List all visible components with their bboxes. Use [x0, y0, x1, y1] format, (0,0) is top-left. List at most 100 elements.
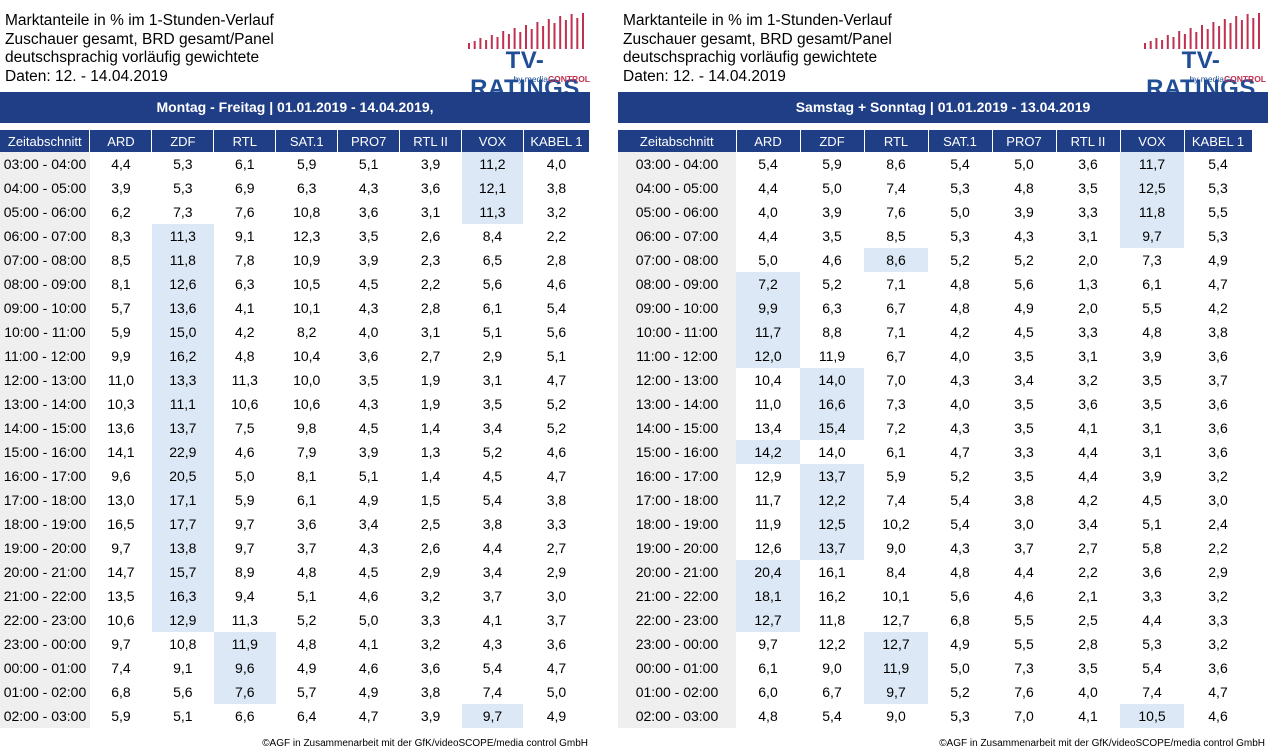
share-cell: 11,0: [754, 396, 782, 412]
share-cell: 4,8: [235, 348, 255, 364]
time-slot-cell: 13:00 - 14:00: [0, 392, 90, 416]
time-slot-cell: 18:00 - 19:00: [618, 512, 736, 536]
share-cell: 4,6: [546, 276, 567, 292]
share-cell: 4,8: [758, 708, 778, 724]
share-cell: 10,5: [293, 276, 321, 292]
share-cell: 6,5: [482, 252, 503, 268]
table-row: 00:00 - 01:00 6,1 9,0 11,9 5,0 7,3 3,5 5,4 3,6: [618, 656, 1252, 680]
share-cell: 3,9: [420, 156, 441, 172]
share-cell: 4,6: [358, 660, 379, 676]
share-cell: 7,8: [235, 252, 255, 268]
share-cell: 5,5: [1014, 612, 1034, 628]
share-cell: 10,1: [293, 300, 321, 316]
share-cell: 3,5: [358, 228, 379, 244]
share-cell: 3,8: [420, 684, 441, 700]
share-cell: 6,7: [822, 684, 842, 700]
column-header-time: Zeitabschnitt: [0, 130, 91, 152]
column-header-channel: RTL: [213, 130, 277, 152]
share-cell: 5,9: [822, 156, 842, 172]
column-header-channel: PRO7: [337, 130, 401, 152]
share-cell: 3,7: [546, 612, 567, 628]
share-cell: 3,7: [1208, 372, 1228, 388]
share-cell: 4,2: [1208, 300, 1228, 316]
share-cell: 11,3: [231, 612, 258, 628]
logo-sub-prefix: by media: [513, 74, 548, 84]
share-cell-max: 11,7: [736, 320, 800, 344]
share-cell: 4,4: [1078, 468, 1098, 484]
share-cell: 5,1: [482, 324, 503, 340]
time-slot-cell: 21:00 - 22:00: [618, 584, 736, 608]
share-cell: 4,4: [1078, 444, 1098, 460]
share-cell: 5,2: [950, 684, 970, 700]
share-cell-max: 8,6: [864, 248, 928, 272]
share-cell: 16,2: [818, 588, 846, 604]
time-slot-cell: 18:00 - 19:00: [0, 512, 90, 536]
share-cell: 5,9: [235, 492, 255, 508]
share-cell: 9,7: [235, 540, 255, 556]
share-cell: 4,9: [358, 492, 379, 508]
share-cell: 3,8: [1208, 324, 1228, 340]
share-cell-max: 9,7: [461, 704, 524, 728]
share-cell-max: 11,9: [864, 656, 928, 680]
share-cell: 7,4: [482, 684, 503, 700]
share-cell: 9,1: [235, 228, 255, 244]
share-cell: 14,7: [107, 564, 135, 580]
share-cell: 3,8: [546, 180, 567, 196]
table-row: 03:00 - 04:00 4,4 5,3 6,1 5,9 5,1 3,9 11,2 4,0: [0, 152, 590, 176]
share-cell: 5,1: [358, 156, 379, 172]
share-cell: 5,0: [950, 204, 970, 220]
share-cell: 7,4: [111, 660, 131, 676]
share-cell: 10,8: [169, 636, 197, 652]
share-cell-max: 18,1: [736, 584, 800, 608]
share-cell: 3,2: [1208, 636, 1228, 652]
share-cell: 12,3: [293, 228, 321, 244]
table-row: 08:00 - 09:00 8,1 12,6 6,3 10,5 4,5 2,2 5,6 4,6: [0, 272, 590, 296]
share-cell: 9,4: [235, 588, 255, 604]
share-cell: 5,3: [950, 180, 970, 196]
share-cell: 3,6: [1208, 396, 1228, 412]
share-cell: 7,0: [886, 372, 906, 388]
table-row: 22:00 - 23:00 10,6 12,9 11,3 5,2 5,0 3,3 4,1 3,7: [0, 608, 590, 632]
share-cell: 13,4: [754, 420, 782, 436]
time-slot-cell: 23:00 - 00:00: [0, 632, 90, 656]
share-cell: 2,2: [1078, 564, 1098, 580]
share-cell: 5,3: [1208, 228, 1228, 244]
share-cell: 5,0: [358, 612, 379, 628]
header-line: Marktanteile in % im 1-Stunden-Verlauf: [623, 12, 892, 29]
header-line: Marktanteile in % im 1-Stunden-Verlauf: [5, 12, 274, 29]
share-cell: 7,5: [235, 420, 255, 436]
share-cell: 5,4: [950, 516, 970, 532]
table-row: 11:00 - 12:00 12,0 11,9 6,7 4,0 3,5 3,1 3,9 3,6: [618, 344, 1252, 368]
share-cell: 5,5: [1142, 300, 1162, 316]
time-slot-cell: 05:00 - 06:00: [0, 200, 90, 224]
share-cell: 5,1: [358, 468, 379, 484]
share-cell: 10,1: [882, 588, 910, 604]
share-cell: 7,9: [296, 444, 317, 460]
share-cell: 4,9: [1208, 252, 1228, 268]
share-cell: 9,0: [886, 708, 906, 724]
time-slot-cell: 10:00 - 11:00: [0, 320, 90, 344]
share-cell: 4,6: [358, 588, 379, 604]
column-header-channel: ZDF: [151, 130, 215, 152]
share-cell: 5,0: [950, 660, 970, 676]
table-row: 05:00 - 06:00 4,0 3,9 7,6 5,0 3,9 3,3 11,8 5,5: [618, 200, 1252, 224]
logo-sub-brand: CONTROL: [547, 74, 590, 84]
share-cell: 14,0: [818, 444, 846, 460]
share-cell: 4,0: [546, 156, 567, 172]
share-cell: 3,7: [1014, 540, 1034, 556]
share-cell: 3,4: [482, 420, 503, 436]
time-slot-cell: 20:00 - 21:00: [618, 560, 736, 584]
share-cell: 11,8: [818, 612, 846, 628]
share-cell: 6,8: [950, 612, 970, 628]
column-header-channel: RTL: [864, 130, 929, 152]
time-slot-cell: 19:00 - 20:00: [0, 536, 90, 560]
table-row: 17:00 - 18:00 11,7 12,2 7,4 5,4 3,8 4,2 4,5 3,0: [618, 488, 1252, 512]
share-cell: 2,2: [546, 228, 567, 244]
share-cell-max: 15,4: [800, 416, 864, 440]
share-cell-max: 17,1: [151, 488, 214, 512]
share-cell: 5,8: [1142, 540, 1162, 556]
time-slot-cell: 02:00 - 03:00: [0, 704, 90, 728]
header-line: Daten: 12. - 14.04.2019: [623, 67, 786, 85]
table-row: 10:00 - 11:00 5,9 15,0 4,2 8,2 4,0 3,1 5,1 5,6: [0, 320, 590, 344]
column-header-channel: VOX: [1120, 130, 1185, 152]
